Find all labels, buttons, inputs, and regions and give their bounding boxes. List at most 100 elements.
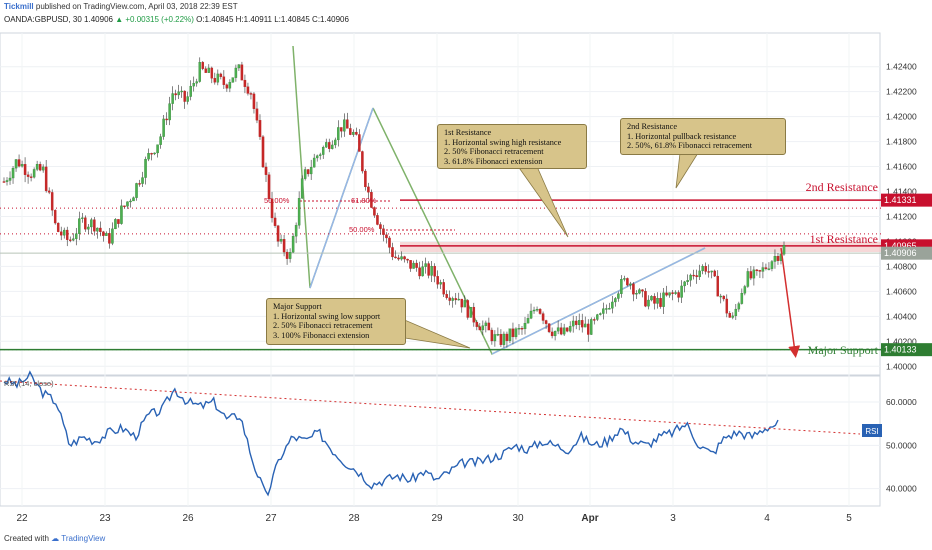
- candle-body: [180, 90, 183, 93]
- candle-body: [782, 245, 786, 255]
- candle-body: [728, 313, 732, 318]
- candle-body: [460, 298, 464, 308]
- second-resistance-note[interactable]: 2nd Resistance 1. Horizontal pullback re…: [620, 118, 786, 155]
- rsi-tag: [862, 424, 882, 437]
- note-line: 3. 100% Fibonacci extension: [273, 330, 370, 340]
- candle-body: [258, 120, 262, 137]
- candle-body: [623, 278, 626, 280]
- fib-50-label-b: 50.00%: [349, 225, 375, 234]
- candle-body: [629, 283, 632, 286]
- candle-body: [35, 164, 39, 170]
- x-axis: 22 23 26 27 28 29 30 Apr 3 4 5: [16, 513, 852, 524]
- candle-body: [400, 256, 403, 260]
- candle-body: [334, 139, 337, 146]
- candle-body: [69, 239, 72, 241]
- candle-body: [596, 314, 599, 320]
- candle-body: [562, 327, 566, 335]
- candle-body: [746, 271, 750, 287]
- fib-618-label: 61.80%: [351, 196, 377, 205]
- candle-body: [370, 192, 373, 208]
- chart-header: Tickmill published on TradingView.com, A…: [0, 0, 932, 32]
- first-resistance-note[interactable]: 1st Resistance 1. Horizontal swing high …: [437, 124, 587, 169]
- rsi-line: [3, 370, 779, 497]
- candle-body: [511, 328, 515, 338]
- candle-body: [445, 294, 448, 298]
- candle-body: [349, 128, 352, 135]
- candle-body: [81, 217, 84, 219]
- x-tick-label: Apr: [581, 513, 598, 524]
- candle-body: [731, 315, 735, 318]
- note-line: 2nd Resistance: [627, 122, 678, 131]
- candle-body: [662, 292, 665, 307]
- y-tick-label: 1.41800: [886, 137, 917, 147]
- candle-body: [442, 282, 445, 295]
- price-tag-text: 1.41331: [884, 195, 917, 205]
- candle-body: [580, 320, 584, 328]
- candle-body: [225, 84, 229, 89]
- tradingview-brand[interactable]: TradingView: [61, 534, 106, 543]
- second-resistance-label: 2nd Resistance: [806, 180, 878, 194]
- price-tag-text: 1.40965: [884, 241, 917, 251]
- candle-body: [605, 308, 608, 310]
- major-support-note[interactable]: Major Support 1. Horizontal swing low su…: [266, 298, 406, 345]
- candle-body: [123, 205, 126, 207]
- candle-body: [261, 136, 265, 168]
- candle-body: [216, 73, 220, 83]
- candle-body: [680, 285, 683, 298]
- y-tick-label: 1.40000: [886, 361, 917, 371]
- candle-body: [656, 298, 659, 304]
- candle-body: [535, 309, 539, 311]
- note-line: 2. 50%, 61.8% Fibonacci retracement: [627, 141, 753, 150]
- candle-body: [487, 322, 491, 331]
- candle-body: [626, 278, 629, 286]
- symbol-label: OANDA:GBPUSD, 30: [4, 15, 82, 24]
- candle-body: [126, 201, 129, 207]
- candle-body: [734, 308, 738, 317]
- candle-body: [385, 234, 388, 239]
- candle-body: [565, 327, 569, 332]
- candle-body: [710, 270, 713, 273]
- y-tick-label: 1.41200: [886, 211, 917, 221]
- candle-body: [153, 152, 156, 155]
- price-tag-text: 1.40906: [884, 248, 917, 258]
- candle-body: [331, 144, 334, 149]
- candle-body: [343, 119, 346, 132]
- candle-body: [620, 279, 623, 294]
- candle-body: [192, 83, 195, 87]
- candle-body: [412, 262, 415, 269]
- major-support-pointer: [399, 317, 471, 349]
- y-tick-label: 1.42200: [886, 87, 917, 97]
- candle-body: [451, 298, 454, 301]
- candle-body: [547, 323, 551, 333]
- candle-body: [243, 79, 247, 87]
- candle-body: [611, 301, 614, 309]
- candle-body: [90, 219, 93, 228]
- candle-body: [481, 325, 485, 331]
- candle-body: [150, 153, 153, 155]
- candle-body: [17, 159, 21, 167]
- note-line: 1st Resistance: [444, 128, 492, 137]
- candle-body: [361, 151, 364, 172]
- candle-body: [556, 327, 560, 332]
- candle-body: [364, 170, 367, 188]
- candle-body: [213, 78, 217, 83]
- candle-body: [707, 271, 710, 273]
- candle-body: [5, 180, 9, 182]
- candle-body: [529, 310, 533, 319]
- y-tick-label: 1.40600: [886, 286, 917, 296]
- candle-body: [231, 77, 235, 83]
- candle-body: [111, 228, 114, 244]
- candle-body: [493, 334, 497, 342]
- x-tick-label: 28: [348, 513, 360, 524]
- candle-body: [719, 295, 723, 298]
- candle-body: [758, 270, 762, 272]
- y-tick-label: 1.40800: [886, 261, 917, 271]
- brand-label[interactable]: Tickmill: [4, 2, 34, 11]
- candle-body: [288, 252, 292, 259]
- candle-body: [165, 118, 168, 121]
- candle-body: [647, 299, 650, 307]
- candle-body: [240, 64, 244, 81]
- y-tick-label: 1.41600: [886, 162, 917, 172]
- candle-body: [162, 118, 165, 137]
